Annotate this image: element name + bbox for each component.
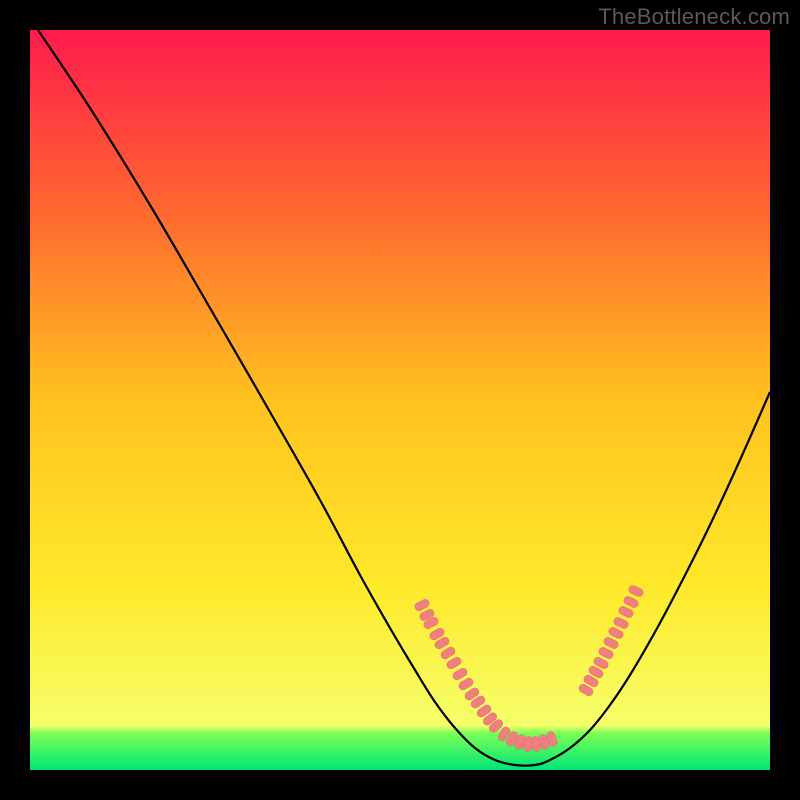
- curve-marker: [618, 605, 635, 619]
- bottleneck-curve: [38, 30, 770, 766]
- chart-svg: [30, 30, 770, 770]
- curve-markers-group: [414, 584, 645, 752]
- outer-frame: TheBottleneck.com: [0, 0, 800, 800]
- watermark-text: TheBottleneck.com: [598, 4, 790, 30]
- curve-marker: [623, 595, 640, 609]
- curve-marker: [628, 584, 645, 597]
- gradient-plot-area: [30, 30, 770, 770]
